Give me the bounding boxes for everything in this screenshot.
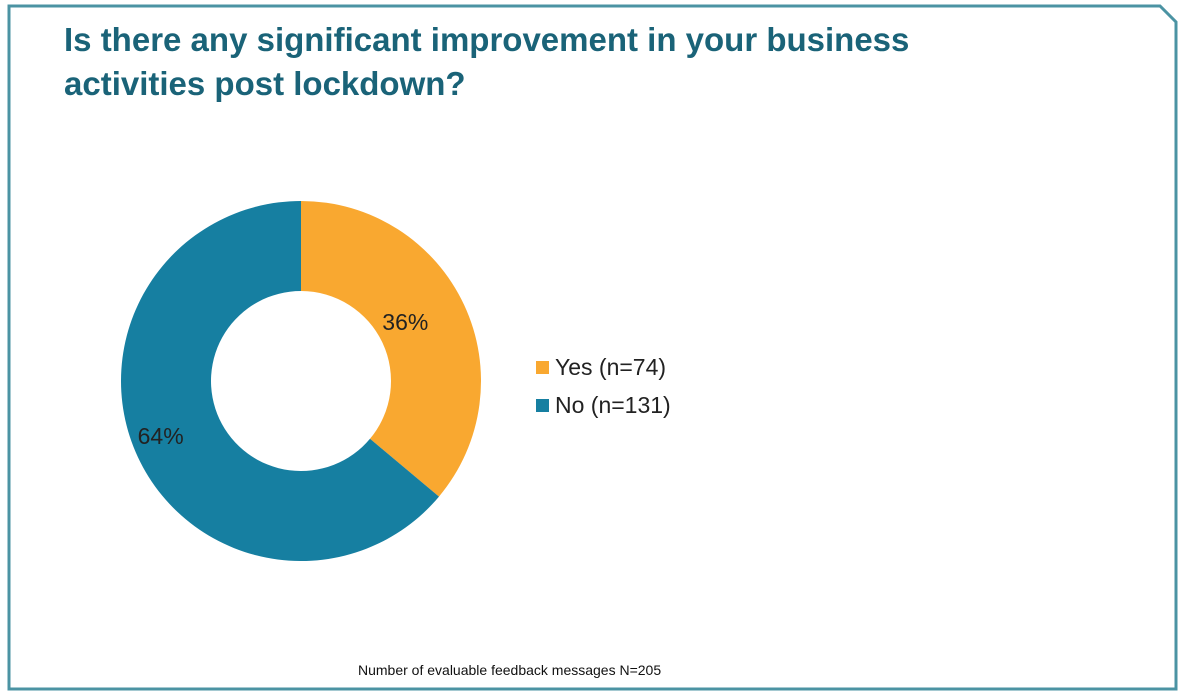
donut-slice-no — [120, 201, 439, 561]
legend-swatch-yes — [536, 360, 549, 374]
donut-slice-yes — [301, 201, 481, 497]
chart-title: Is there any significant improvement in … — [64, 18, 1064, 106]
chart-title-line-1: Is there any significant improvement in … — [64, 21, 910, 58]
data-label-yes: 36% — [382, 309, 428, 335]
footnote: Number of evaluable feedback messages N=… — [358, 662, 662, 678]
chart-title-line-2: activities post lockdown? — [64, 65, 466, 102]
chart-legend: Yes (n=74) No (n=131) — [536, 348, 671, 424]
legend-label-yes: Yes (n=74) — [555, 353, 667, 380]
legend-swatch-no — [536, 398, 549, 412]
legend-item-yes: Yes (n=74) — [536, 348, 671, 386]
legend-item-no: No (n=131) — [536, 386, 671, 424]
data-label-no: 64% — [138, 423, 184, 449]
legend-label-no: No (n=131) — [555, 391, 671, 418]
